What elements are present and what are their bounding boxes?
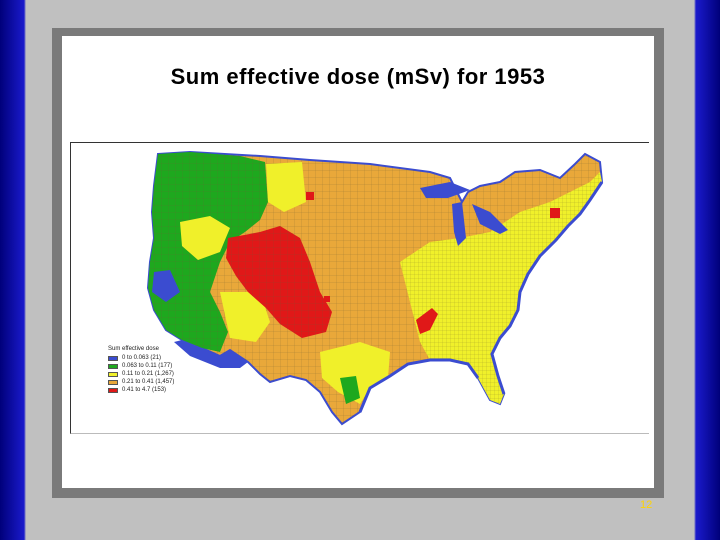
legend-label: 0.41 to 4.7 (153) xyxy=(122,387,167,393)
red-spot-new-england xyxy=(550,208,560,218)
lake-huron-erie xyxy=(472,204,508,234)
legend-swatch xyxy=(108,379,118,385)
red-cluster-tennessee xyxy=(416,308,438,334)
gulf-coastline xyxy=(358,358,480,413)
legend-swatch xyxy=(108,371,118,377)
atlantic-coastline xyxy=(490,181,604,395)
texas-green-patch xyxy=(340,376,360,404)
legend-label: 0.11 to 0.21 (1,267) xyxy=(122,371,174,377)
southwest-yellow-patch xyxy=(220,292,270,342)
southwest-blue-region xyxy=(174,340,248,368)
legend-label: 0.21 to 0.41 (1,457) xyxy=(122,379,175,385)
legend-swatch xyxy=(108,363,118,369)
legend-label: 0 to 0.063 (21) xyxy=(122,355,162,361)
legend-swatch xyxy=(108,355,118,361)
legend-item: 0.21 to 0.41 (1,457) xyxy=(108,378,198,386)
legend-swatch xyxy=(108,387,118,393)
northwest-yellow-patch xyxy=(266,162,306,212)
red-spot-midwest xyxy=(324,296,330,302)
legend-title: Sum effective dose xyxy=(108,346,159,352)
lake-superior xyxy=(420,182,470,198)
legend-item: 0.11 to 0.21 (1,267) xyxy=(108,370,198,378)
us-county-dose-map xyxy=(146,150,604,426)
legend-item: 0.063 to 0.11 (177) xyxy=(108,362,198,370)
legend-item: 0.41 to 4.7 (153) xyxy=(108,386,198,394)
legend-label: 0.063 to 0.11 (177) xyxy=(122,363,173,369)
texas-yellow-patch xyxy=(320,342,390,404)
map-legend: Sum effective dose 0 to 0.063 (21) 0.063… xyxy=(108,346,198,394)
western-yellow-patch xyxy=(180,216,230,260)
slide-page-number: 12 xyxy=(640,499,653,511)
red-spot-northern-plains xyxy=(306,192,314,200)
legend-item: 0 to 0.063 (21) xyxy=(108,354,198,362)
lake-michigan xyxy=(452,202,466,246)
west-coast-blue-patch xyxy=(152,270,180,302)
map-title: Sum effective dose (mSv) for 1953 xyxy=(170,64,546,89)
